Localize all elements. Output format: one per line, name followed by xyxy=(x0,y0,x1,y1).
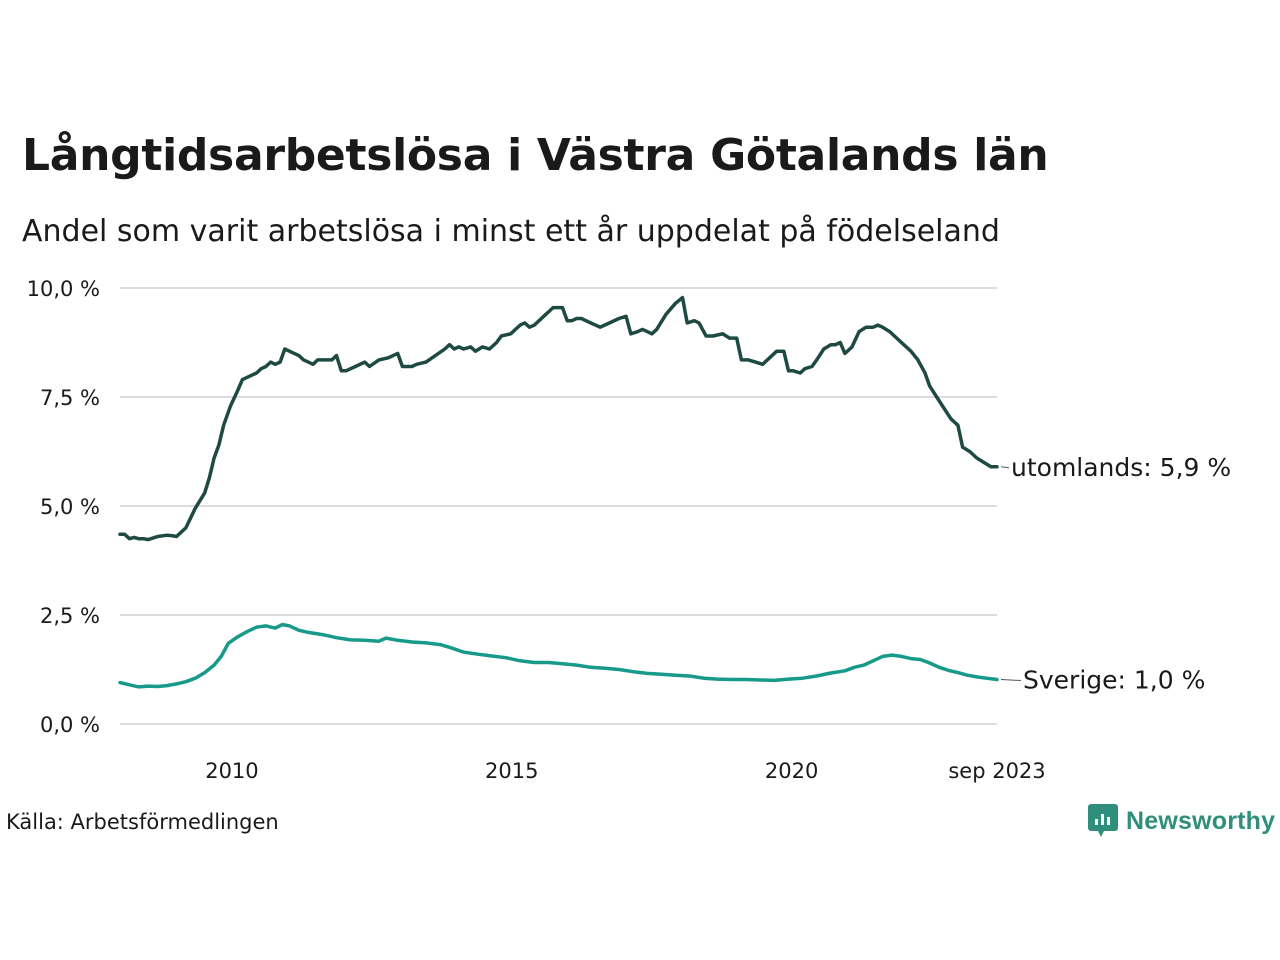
newsworthy-logo[interactable]: Newsworthy xyxy=(1088,804,1275,838)
newsworthy-logo-text: Newsworthy xyxy=(1126,806,1276,835)
x-tick-label: 2020 xyxy=(765,759,818,783)
y-tick-label: 5,0 % xyxy=(40,495,100,519)
y-tick-label: 2,5 % xyxy=(40,604,100,628)
series-line-sverige xyxy=(118,622,999,689)
chart-title: Långtidsarbetslösa i Västra Götalands lä… xyxy=(22,130,1049,181)
line-chart: 0,0 % 2,5 % 5,0 % 7,5 % 10,0 % 2010 2015 2020 s… xyxy=(27,277,1232,783)
x-axis-ticks: 2010 2015 2020 sep 2023 xyxy=(205,759,1045,783)
end-label-utomlands: utomlands: 5,9 % xyxy=(1011,453,1231,482)
end-label-leader xyxy=(1000,466,1010,469)
y-axis-ticks: 0,0 % 2,5 % 5,0 % 7,5 % 10,0 % xyxy=(27,277,100,737)
end-labels: utomlands: 5,9 % Sverige: 1,0 % xyxy=(1000,453,1231,695)
series-line-utomlands xyxy=(118,295,999,542)
end-label-leader xyxy=(1000,679,1022,682)
x-tick-label: 2015 xyxy=(485,759,538,783)
newsworthy-logo-icon xyxy=(1088,804,1118,837)
series-lines xyxy=(118,295,999,689)
y-tick-label: 7,5 % xyxy=(40,386,100,410)
x-tick-label: sep 2023 xyxy=(948,759,1045,783)
chart-subtitle: Andel som varit arbetslösa i minst ett å… xyxy=(22,214,1000,249)
end-label-sverige: Sverige: 1,0 % xyxy=(1023,666,1205,695)
x-tick-label: 2010 xyxy=(205,759,258,783)
source-note: Källa: Arbetsförmedlingen xyxy=(6,810,279,834)
gridlines xyxy=(120,287,997,725)
y-tick-label: 0,0 % xyxy=(40,713,100,737)
y-tick-label: 10,0 % xyxy=(27,277,100,301)
